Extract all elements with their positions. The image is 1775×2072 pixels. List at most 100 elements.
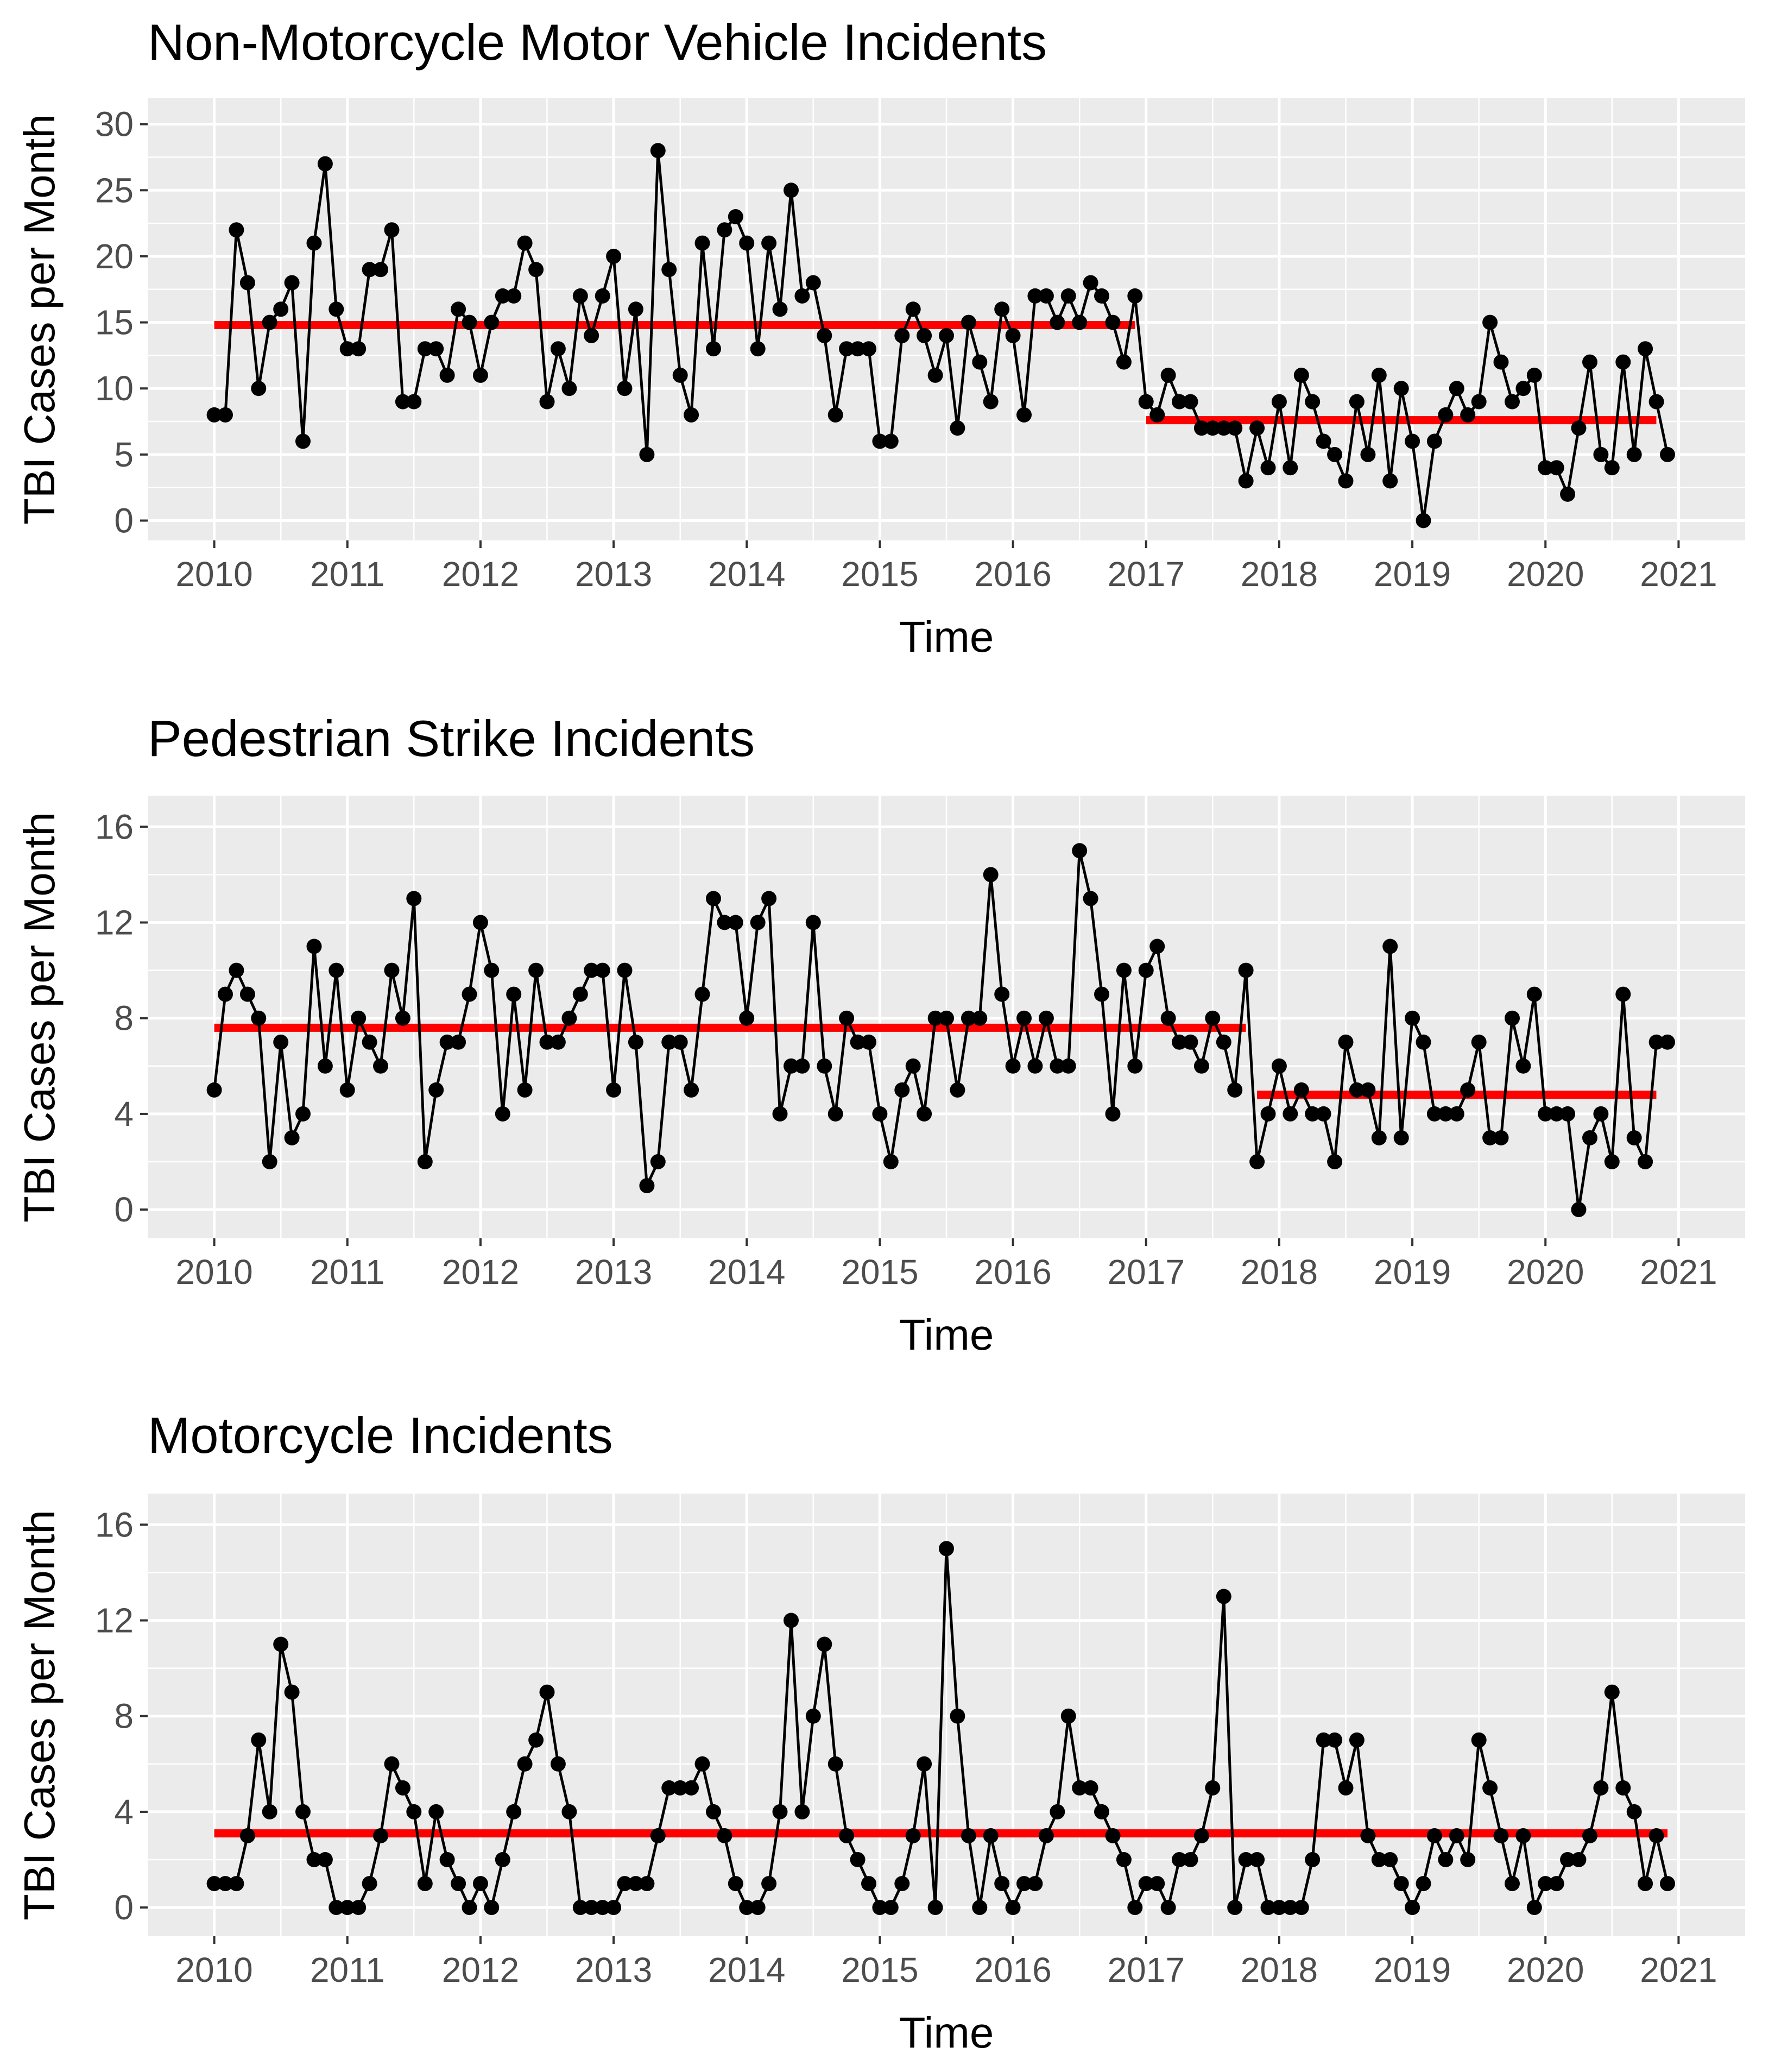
data-point — [1660, 1034, 1675, 1050]
data-point — [1393, 381, 1409, 396]
data-point — [1505, 1876, 1520, 1892]
data-point — [1438, 407, 1454, 423]
data-point — [395, 394, 410, 410]
data-point — [273, 1636, 289, 1652]
data-point — [1493, 1828, 1509, 1843]
data-point — [639, 1178, 655, 1194]
data-point — [1382, 1852, 1398, 1867]
data-point — [850, 1852, 866, 1867]
data-point — [406, 891, 422, 906]
y-tick-label: 8 — [114, 999, 134, 1038]
data-point — [1482, 1130, 1498, 1145]
data-point — [1205, 1780, 1221, 1796]
y-axis-ticks: 0 4 8 12 16 — [95, 807, 148, 1229]
chart-title: Motorcycle Incidents — [148, 1407, 613, 1464]
data-point — [1016, 1876, 1032, 1892]
data-point — [495, 1852, 510, 1867]
data-point — [484, 314, 500, 330]
data-point — [883, 1154, 899, 1169]
data-point — [1471, 394, 1487, 410]
chart-non-motorcycle-incidents: Non-Motorcycle Motor Vehicle Incidents 0… — [15, 14, 1745, 661]
x-tick-label: 2013 — [575, 1252, 652, 1292]
data-point — [1205, 420, 1221, 436]
data-point — [972, 1010, 988, 1026]
data-point — [1060, 1708, 1076, 1724]
data-point — [373, 1828, 388, 1843]
data-point — [1316, 1732, 1331, 1748]
data-point — [317, 1852, 333, 1867]
data-point — [572, 1900, 588, 1916]
x-tick-label: 2017 — [1108, 555, 1185, 594]
y-axis-label: TBI Cases per Month — [15, 812, 64, 1223]
data-point — [805, 275, 821, 291]
data-point — [1216, 420, 1231, 436]
x-tick-label: 2018 — [1241, 1252, 1318, 1292]
data-point — [1038, 1828, 1054, 1843]
data-point — [961, 314, 976, 330]
data-point — [1648, 1828, 1664, 1843]
x-tick-label: 2014 — [708, 1950, 785, 1989]
data-point — [606, 1082, 622, 1098]
x-tick-label: 2012 — [442, 555, 519, 594]
data-point — [817, 1636, 832, 1652]
data-point — [406, 1804, 422, 1819]
data-point — [218, 407, 233, 423]
data-point — [894, 1082, 910, 1098]
data-point — [1316, 433, 1331, 449]
y-axis-ticks: 0 5 10 15 20 25 30 — [95, 105, 148, 540]
data-point — [262, 1154, 277, 1169]
data-point — [784, 1058, 799, 1074]
data-point — [1138, 394, 1154, 410]
data-point — [1582, 1130, 1597, 1145]
data-point — [706, 891, 721, 906]
data-point — [1305, 394, 1321, 410]
data-point — [684, 407, 699, 423]
chart-title: Pedestrian Strike Incidents — [148, 710, 755, 767]
data-point — [1416, 513, 1431, 528]
data-point — [262, 314, 277, 330]
data-point — [1449, 1828, 1464, 1843]
series-line — [214, 149, 1669, 522]
data-point — [1549, 1876, 1564, 1892]
data-point — [561, 1010, 577, 1026]
y-tick-label: 20 — [95, 237, 134, 276]
data-point — [1615, 986, 1631, 1002]
data-point — [339, 1082, 355, 1098]
x-tick-label: 2021 — [1640, 1950, 1717, 1989]
data-point — [1327, 1154, 1343, 1169]
data-point — [439, 367, 455, 383]
data-point — [684, 1780, 699, 1796]
data-point — [1449, 1106, 1464, 1122]
x-tick-label: 2013 — [575, 1950, 652, 1989]
data-point — [229, 222, 244, 238]
data-point — [1005, 1900, 1021, 1916]
data-point — [728, 209, 743, 224]
y-axis-label: TBI Cases per Month — [15, 114, 64, 525]
data-point — [828, 1106, 843, 1122]
data-point — [739, 1900, 755, 1916]
data-point — [1060, 288, 1076, 304]
data-point — [939, 328, 954, 343]
data-point — [927, 1010, 943, 1026]
x-axis-ticks: 2010 2011 2012 2013 2014 2015 2016 2017 2018 2019… — [175, 1238, 1717, 1292]
x-tick-label: 2020 — [1507, 1252, 1584, 1292]
data-point — [206, 1082, 222, 1098]
data-point — [1072, 843, 1088, 859]
data-point — [1560, 1852, 1576, 1867]
data-point — [939, 1010, 954, 1026]
data-point — [817, 328, 832, 343]
y-tick-label: 12 — [95, 1601, 134, 1640]
data-point — [1338, 1780, 1354, 1796]
data-point — [1083, 275, 1098, 291]
data-point — [1571, 420, 1587, 436]
data-point — [339, 341, 355, 357]
data-point — [950, 1082, 965, 1098]
chart-pedestrian-strike-incidents: Pedestrian Strike Incidents 0 4 8 12 16 2010… — [15, 710, 1745, 1359]
data-point — [584, 1900, 599, 1916]
data-point — [628, 1034, 643, 1050]
data-point — [794, 288, 810, 304]
data-point — [1460, 1852, 1476, 1867]
data-point — [661, 1034, 677, 1050]
data-point — [1238, 473, 1254, 489]
